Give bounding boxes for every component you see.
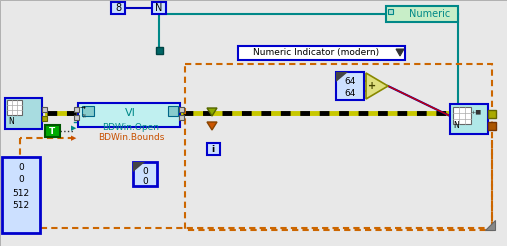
Text: 0: 0 bbox=[18, 175, 24, 184]
Polygon shape bbox=[207, 122, 217, 130]
Bar bbox=[2, 157, 40, 233]
Text: →: → bbox=[80, 106, 86, 112]
Bar bbox=[42, 107, 47, 112]
Text: Numeric Indicator (modern): Numeric Indicator (modern) bbox=[253, 48, 379, 58]
Bar bbox=[207, 143, 220, 155]
Polygon shape bbox=[366, 73, 388, 99]
Text: N: N bbox=[155, 3, 163, 13]
Bar bbox=[488, 110, 496, 118]
Bar bbox=[152, 2, 166, 14]
Text: 0: 0 bbox=[142, 176, 148, 185]
Bar bbox=[386, 6, 458, 22]
Polygon shape bbox=[396, 49, 404, 56]
Bar bbox=[82, 106, 94, 116]
Bar bbox=[45, 125, 60, 137]
Text: N: N bbox=[8, 118, 14, 126]
Text: VI: VI bbox=[125, 108, 135, 118]
Text: 64: 64 bbox=[344, 89, 356, 97]
Polygon shape bbox=[485, 220, 495, 230]
Text: 512: 512 bbox=[13, 201, 29, 211]
Bar bbox=[111, 2, 125, 14]
Text: N: N bbox=[453, 122, 459, 130]
Bar bbox=[7, 100, 22, 115]
Text: +: + bbox=[368, 81, 376, 91]
Text: ?!: ?! bbox=[82, 114, 87, 120]
Text: 512: 512 bbox=[13, 188, 29, 198]
Bar bbox=[185, 64, 492, 230]
Text: ▶: ▶ bbox=[71, 125, 77, 131]
Bar bbox=[42, 116, 47, 121]
Text: BDWin.Bounds: BDWin.Bounds bbox=[98, 134, 164, 142]
Text: +■: +■ bbox=[470, 109, 482, 114]
Polygon shape bbox=[207, 108, 217, 116]
Bar bbox=[74, 107, 79, 112]
Text: T: T bbox=[49, 126, 55, 136]
Bar bbox=[156, 47, 163, 54]
Polygon shape bbox=[388, 9, 393, 14]
Bar bbox=[488, 122, 496, 130]
Bar bbox=[78, 103, 180, 127]
Bar bbox=[74, 115, 79, 120]
Text: 0: 0 bbox=[142, 168, 148, 176]
Bar bbox=[450, 104, 488, 134]
Text: ▶: ▶ bbox=[71, 135, 77, 141]
Bar bbox=[336, 72, 364, 100]
Bar bbox=[238, 46, 405, 60]
Text: i: i bbox=[211, 144, 214, 154]
Text: 8: 8 bbox=[115, 3, 121, 13]
Text: 64: 64 bbox=[344, 77, 356, 87]
Text: 0: 0 bbox=[18, 164, 24, 172]
Polygon shape bbox=[336, 72, 348, 82]
Bar bbox=[5, 98, 42, 129]
Bar bbox=[179, 115, 184, 120]
Bar bbox=[453, 107, 471, 124]
Bar bbox=[168, 106, 178, 116]
Text: BDWin.Open: BDWin.Open bbox=[102, 123, 160, 133]
Bar bbox=[179, 107, 184, 112]
Polygon shape bbox=[133, 162, 145, 172]
Text: Numeric: Numeric bbox=[409, 9, 451, 19]
Bar bbox=[133, 162, 157, 186]
